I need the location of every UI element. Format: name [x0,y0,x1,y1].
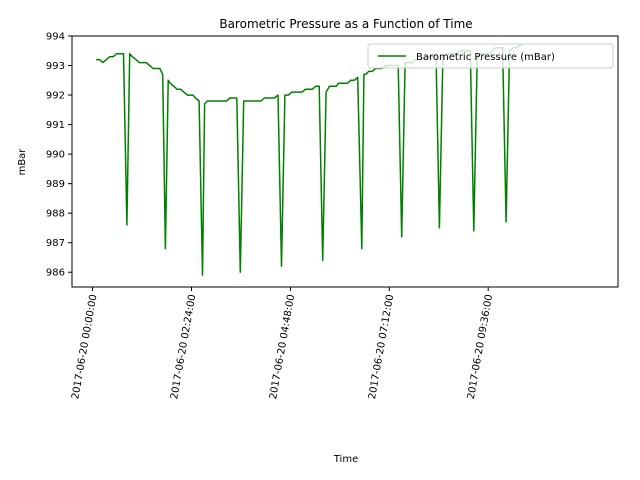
y-tick-label: 994 [46,32,65,43]
plot-area: 986 987 988 989 990 991 992 993 994 2017-06-20 0… [46,32,619,400]
x-tick-label: 2017-06-20 00:00:00 [70,294,99,401]
x-tick-label: 2017-06-20 07:12:00 [367,294,396,401]
legend-box [367,43,614,69]
x-tick-label: 2017-06-20 04:48:00 [268,294,297,401]
legend-label: Barometric Pressure (mBar) [416,52,555,63]
y-tick-label: 987 [46,238,65,249]
legend: Barometric Pressure (mBar) [367,43,614,69]
y-tick-label: 992 [46,91,65,102]
data-layer [96,44,524,276]
y-tick-label: 990 [46,150,65,161]
y-tick-label: 986 [46,268,65,279]
x-tick-label: 2017-06-20 09:36:00 [466,294,495,401]
y-tick-label: 988 [46,209,65,220]
y-axis-label: mBar [17,148,28,176]
plot-frame [71,35,619,288]
y-tick-label: 993 [46,61,65,72]
chart-title: Barometric Pressure as a Function of Tim… [219,17,472,31]
x-axis-label: Time [333,454,358,465]
series-line [96,44,524,276]
y-tick-label: 989 [46,179,65,190]
x-tick-label: 2017-06-20 02:24:00 [169,294,198,401]
y-axis: 986 987 988 989 990 991 992 993 994 [46,32,72,279]
x-axis: 2017-06-20 00:00:00 2017-06-20 02:24:00 20… [70,287,495,400]
y-tick-label: 991 [46,120,65,131]
